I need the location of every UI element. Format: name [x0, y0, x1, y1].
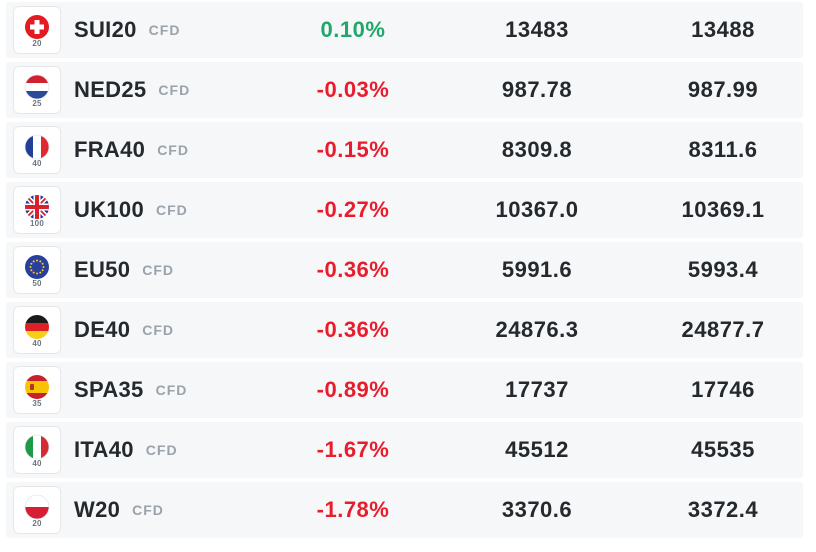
- instrument-symbol: SUI20: [74, 17, 137, 42]
- change-percent: 0.10%: [320, 17, 386, 42]
- instrument-symbol: FRA40: [74, 137, 146, 162]
- change-percent: -0.15%: [316, 137, 390, 162]
- flag-number: 20: [32, 519, 42, 528]
- instrument-type-tag: CFD: [155, 382, 188, 398]
- italy-flag-icon: [24, 434, 50, 460]
- sell-price[interactable]: 3370.6: [501, 497, 573, 522]
- change-percent: -0.89%: [316, 377, 390, 402]
- buy-price[interactable]: 8311.6: [688, 137, 758, 162]
- instrument-row-uk100[interactable]: 100 UK100 CFD -0.27% 10367.0 10369.1: [6, 182, 803, 238]
- eu-flag-icon: [25, 255, 49, 279]
- instrument-row-fra40[interactable]: 40 FRA40 CFD -0.15% 8309.8 8311.6: [6, 122, 803, 178]
- poland-flag-icon: [24, 494, 50, 520]
- instrument-symbol: UK100: [74, 197, 144, 222]
- buy-price[interactable]: 45535: [691, 437, 755, 462]
- instrument-type-tag: CFD: [155, 202, 188, 218]
- instrument-type-tag: CFD: [142, 262, 175, 278]
- spain-flag-icon: [25, 375, 49, 399]
- sell-price[interactable]: 13483: [505, 17, 569, 42]
- instrument-list: 20 SUI20 CFD 0.10% 13483 13488 25 NED25: [0, 2, 811, 542]
- instrument-symbol: W20: [74, 497, 121, 522]
- instrument-symbol: ITA40: [74, 437, 134, 462]
- sell-price[interactable]: 987.78: [501, 77, 573, 102]
- instrument-symbol: NED25: [74, 77, 147, 102]
- instrument-type-tag: CFD: [157, 142, 189, 158]
- instrument-symbol: DE40: [74, 317, 131, 342]
- instrument-type-tag: CFD: [148, 22, 181, 38]
- sell-price[interactable]: 8309.8: [501, 137, 573, 162]
- buy-price[interactable]: 17746: [691, 377, 755, 402]
- instrument-row-de40[interactable]: 40 DE40 CFD -0.36% 24876.3 24877.7: [6, 302, 803, 358]
- flag-badge: 50: [14, 247, 60, 293]
- instrument-row-ned25[interactable]: 25 NED25 CFD -0.03% 987.78 987.99: [6, 62, 803, 118]
- instrument-symbol: EU50: [74, 257, 131, 282]
- flag-badge: 20: [14, 487, 60, 533]
- instrument-row-sui20[interactable]: 20 SUI20 CFD 0.10% 13483 13488: [6, 2, 803, 58]
- flag-number: 40: [32, 159, 42, 168]
- instrument-type-tag: CFD: [142, 322, 175, 338]
- instrument-type-tag: CFD: [158, 82, 191, 98]
- buy-price[interactable]: 3372.4: [687, 497, 759, 522]
- instrument-row-spa35[interactable]: 35 SPA35 CFD -0.89% 17737 17746: [6, 362, 803, 418]
- sell-price[interactable]: 24876.3: [495, 317, 579, 342]
- change-percent: -0.27%: [316, 197, 390, 222]
- sell-price[interactable]: 5991.6: [501, 257, 573, 282]
- flag-badge: 40: [14, 427, 60, 473]
- germany-flag-icon: [25, 315, 49, 339]
- buy-price[interactable]: 24877.7: [681, 317, 765, 342]
- instrument-symbol: SPA35: [74, 377, 144, 402]
- sell-price[interactable]: 17737: [505, 377, 569, 402]
- change-percent: -0.36%: [316, 317, 390, 342]
- sell-price[interactable]: 10367.0: [495, 197, 579, 222]
- instrument-row-eu50[interactable]: 50 EU50 CFD -0.36% 5991.6 5993.4: [6, 242, 803, 298]
- buy-price[interactable]: 5993.4: [687, 257, 759, 282]
- sell-price[interactable]: 45512: [505, 437, 569, 462]
- netherlands-flag-icon: [24, 74, 50, 100]
- flag-number: 25: [32, 99, 42, 108]
- switzerland-flag-icon: [25, 15, 49, 39]
- flag-badge: 40: [14, 307, 60, 353]
- flag-badge: 40: [14, 127, 60, 173]
- flag-badge: 100: [14, 187, 60, 233]
- flag-badge: 20: [14, 7, 60, 53]
- instrument-type-tag: CFD: [145, 442, 178, 458]
- buy-price[interactable]: 987.99: [687, 77, 759, 102]
- instrument-type-tag: CFD: [132, 502, 164, 518]
- flag-number: 20: [32, 39, 42, 48]
- instrument-row-ita40[interactable]: 40 ITA40 CFD -1.67% 45512 45535: [6, 422, 803, 478]
- change-percent: -0.36%: [316, 257, 390, 282]
- uk-flag-icon: [25, 195, 49, 219]
- france-flag-icon: [24, 134, 50, 160]
- flag-number: 35: [32, 399, 42, 408]
- buy-price[interactable]: 13488: [691, 17, 755, 42]
- flag-number: 40: [32, 339, 42, 348]
- flag-badge: 25: [14, 67, 60, 113]
- flag-number: 100: [30, 219, 44, 228]
- instrument-row-w20[interactable]: 20 W20 CFD -1.78% 3370.6 3372.4: [6, 482, 803, 538]
- flag-number: 50: [32, 279, 42, 288]
- flag-number: 40: [32, 459, 42, 468]
- change-percent: -1.67%: [316, 437, 390, 462]
- flag-badge: 35: [14, 367, 60, 413]
- change-percent: -1.78%: [316, 497, 390, 522]
- buy-price[interactable]: 10369.1: [681, 197, 765, 222]
- change-percent: -0.03%: [316, 77, 390, 102]
